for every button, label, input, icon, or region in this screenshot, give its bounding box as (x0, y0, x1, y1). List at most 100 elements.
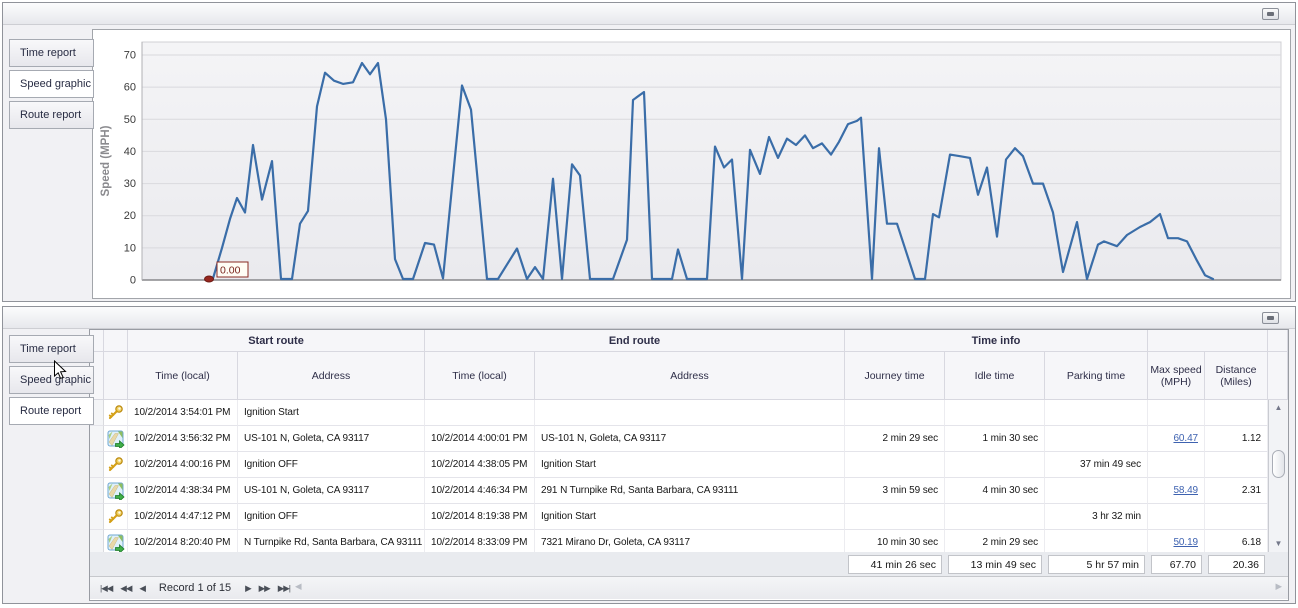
prev-page-record-button[interactable]: ◀◀ (120, 583, 132, 593)
ignition-key-icon (108, 509, 123, 524)
row-icon-cell (104, 478, 128, 504)
column-header-address[interactable]: Address (535, 352, 845, 400)
group-header-blank (104, 330, 128, 352)
cell-end-time: 10/2/2014 4:38:05 PM (425, 452, 535, 478)
column-header-time-local-[interactable]: Time (local) (128, 352, 238, 400)
marker-label-box (216, 261, 249, 278)
column-header-address[interactable]: Address (238, 352, 425, 400)
tab-route-report[interactable]: Route report (9, 397, 94, 425)
table-row[interactable]: 10/2/2014 4:00:16 PM Ignition OFF 10/2/201… (90, 452, 1268, 478)
plot-area (141, 41, 1282, 281)
group-header-blank (1148, 330, 1268, 352)
table-row[interactable]: 10/2/2014 3:54:01 PM Ignition Start (90, 400, 1268, 426)
y-tick-20: 20 (124, 210, 136, 222)
table-row[interactable]: 10/2/2014 3:56:32 PM US-101 N, Goleta, CA… (90, 426, 1268, 452)
speed-line-chart: 0 10 20 30 40 50 60 70 Speed (MPH) 0.00 (100, 41, 1282, 287)
column-header-idle-time[interactable]: Idle time (945, 352, 1045, 400)
table-row[interactable]: 10/2/2014 4:38:34 PM US-101 N, Goleta, CA… (90, 478, 1268, 504)
table-row[interactable]: 10/2/2014 8:20:40 PM N Turnpike Rd, Santa… (90, 530, 1268, 552)
y-axis-title: Speed (MPH) (100, 125, 112, 196)
collapse-panel-button[interactable] (1262, 312, 1279, 324)
row-icon-cell (104, 452, 128, 478)
cell-end-time: 10/2/2014 8:33:09 PM (425, 530, 535, 552)
ignition-key-icon (108, 457, 123, 472)
cell-end-address: Ignition Start (535, 504, 845, 530)
hscroll-right-arrow[interactable]: ▶ (1275, 581, 1282, 591)
tab-speed-graphic[interactable]: Speed graphic (9, 366, 94, 394)
cell-idle (945, 452, 1045, 478)
cell-start-address: N Turnpike Rd, Santa Barbara, CA 93111 (238, 530, 425, 552)
group-header-end-route[interactable]: End route (425, 330, 845, 352)
y-tick-40: 40 (124, 146, 136, 158)
tab-route-report[interactable]: Route report (9, 101, 94, 129)
cell-parking (1045, 426, 1148, 452)
y-tick-labels: 0 10 20 30 40 50 60 70 (124, 49, 136, 286)
cell-end-time (425, 400, 535, 426)
cell-end-address (535, 400, 845, 426)
tab-speed-graphic[interactable]: Speed graphic (9, 70, 94, 98)
y-tick-60: 60 (124, 82, 136, 94)
cell-parking (1045, 530, 1148, 552)
cell-idle (945, 400, 1045, 426)
next-page-record-button[interactable]: ▶▶ (258, 583, 271, 593)
summary-parking-time: 5 hr 57 min (1048, 555, 1145, 574)
cell-distance (1205, 400, 1268, 426)
column-header-parking-time[interactable]: Parking time (1045, 352, 1148, 400)
cell-journey: 3 min 59 sec (845, 478, 945, 504)
max-speed-link[interactable]: 50.19 (1173, 537, 1198, 548)
column-header-max-speed-mph-[interactable]: Max speed (MPH) (1148, 352, 1205, 400)
column-header-blank (1268, 352, 1288, 400)
grid-column-header-row: Time (local) Address Time (local) Address Jo… (90, 352, 1288, 400)
column-header-distance-miles-[interactable]: Distance (Miles) (1205, 352, 1268, 400)
cell-distance: 1.12 (1205, 426, 1268, 452)
cell-distance: 2.31 (1205, 478, 1268, 504)
table-row[interactable]: 10/2/2014 4:47:12 PM Ignition OFF 10/2/201… (90, 504, 1268, 530)
cell-idle: 1 min 30 sec (945, 426, 1045, 452)
cell-idle: 4 min 30 sec (945, 478, 1045, 504)
column-header-time-local-[interactable]: Time (local) (425, 352, 535, 400)
cell-distance: 6.18 (1205, 530, 1268, 552)
last-record-button[interactable]: ▶▶| (277, 583, 291, 593)
max-speed-link[interactable]: 60.47 (1173, 433, 1198, 444)
record-counter: Record 1 of 15 (158, 582, 232, 594)
cell-max-speed: 50.19 (1148, 530, 1205, 552)
cell-start-address: Ignition OFF (238, 504, 425, 530)
cell-end-time: 10/2/2014 8:19:38 PM (425, 504, 535, 530)
scrollbar-thumb[interactable] (1272, 450, 1285, 478)
y-tick-70: 70 (124, 49, 136, 61)
scroll-up-button[interactable]: ▲ (1274, 403, 1283, 412)
max-speed-link[interactable]: 58.49 (1173, 485, 1198, 496)
cell-max-speed: 60.47 (1148, 426, 1205, 452)
top-panel-caption (3, 3, 1295, 25)
group-header-time-info[interactable]: Time info (845, 330, 1148, 352)
vertical-scrollbar[interactable]: ▲ ▼ (1268, 400, 1288, 552)
collapse-panel-button[interactable] (1262, 8, 1279, 20)
y-tick-0: 0 (130, 275, 136, 287)
row-icon-cell (104, 426, 128, 452)
row-indicator (90, 504, 104, 530)
cell-distance (1205, 504, 1268, 530)
route-report-grid: Start route End route Time info Time (loca… (89, 329, 1289, 601)
group-header-start-route[interactable]: Start route (128, 330, 425, 352)
cell-end-time: 10/2/2014 4:00:01 PM (425, 426, 535, 452)
summary-distance: 20.36 (1208, 555, 1265, 574)
next-record-button[interactable]: ▶ (245, 583, 252, 593)
row-indicator (90, 426, 104, 452)
collapse-icon (1267, 12, 1274, 16)
column-header-blank (104, 352, 128, 400)
tab-time-report[interactable]: Time report (9, 39, 94, 67)
cell-start-address: Ignition Start (238, 400, 425, 426)
cell-distance (1205, 452, 1268, 478)
summary-max-speed: 67.70 (1151, 555, 1202, 574)
ignition-key-icon (108, 405, 123, 420)
tab-time-report[interactable]: Time report (9, 335, 94, 363)
first-record-button[interactable]: |◀◀ (100, 583, 113, 593)
scroll-down-button[interactable]: ▼ (1274, 539, 1283, 548)
prev-record-button[interactable]: ◀ (139, 583, 146, 593)
hscroll-left-arrow[interactable]: ◀ (295, 581, 302, 591)
cell-parking (1045, 478, 1148, 504)
cell-max-speed (1148, 452, 1205, 478)
column-header-journey-time[interactable]: Journey time (845, 352, 945, 400)
y-tick-10: 10 (124, 242, 136, 254)
cell-start-time: 10/2/2014 3:56:32 PM (128, 426, 238, 452)
